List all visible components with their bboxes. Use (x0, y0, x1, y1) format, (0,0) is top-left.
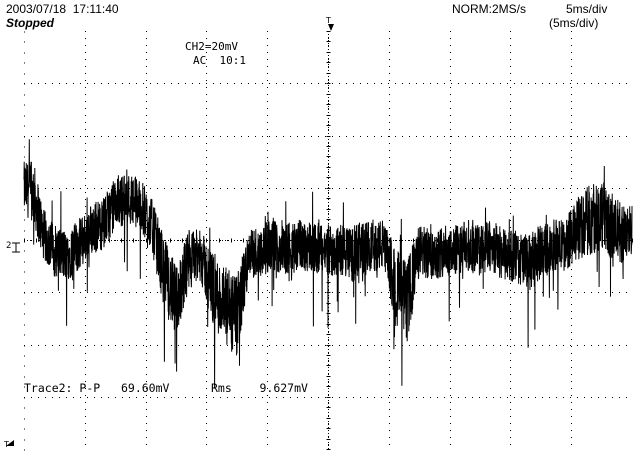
edge-tick (24, 292, 25, 294)
edge-tick (24, 219, 25, 221)
edge-tick (24, 313, 25, 315)
acquisition-status: Stopped (6, 16, 54, 30)
edge-tick (24, 345, 25, 347)
timebase-sub-label: (5ms/div) (549, 16, 599, 30)
edge-tick (24, 41, 25, 43)
edge-tick (24, 428, 25, 430)
pp-value: 69.60mV (120, 381, 170, 395)
measurement-readout: Trace2: P-P 69.60mV Rms 9.627mV (24, 382, 308, 395)
edge-tick (24, 439, 25, 441)
trigger-position-icon (328, 24, 334, 31)
waveform-trace (23, 139, 633, 388)
trace-label: Trace2: (24, 381, 73, 395)
trigger-level-icon (6, 440, 14, 446)
edge-tick (24, 376, 25, 378)
edge-tick (24, 386, 25, 388)
edge-tick (24, 136, 25, 138)
edge-tick (24, 324, 25, 326)
ground-marker-icon (12, 242, 20, 253)
trigger-level-label: T (3, 440, 9, 449)
edge-tick (24, 94, 25, 96)
edge-tick (24, 146, 25, 148)
edge-tick (24, 407, 25, 409)
edge-tick (24, 271, 25, 273)
edge-tick (24, 83, 25, 85)
pp-label: P-P (79, 381, 101, 395)
edge-tick (24, 62, 25, 64)
edge-tick (24, 73, 25, 75)
trigger-position-label: T (325, 16, 331, 25)
edge-tick (24, 156, 25, 158)
channel-coupling: AC 10:1 (193, 54, 246, 67)
edge-tick (24, 125, 25, 127)
edge-tick (24, 282, 25, 284)
timebase-label: 5ms/div (566, 2, 608, 16)
edge-tick (24, 303, 25, 305)
edge-tick (24, 31, 25, 33)
channel-scale: CH2=20mV (185, 40, 238, 53)
rms-value: 9.627mV (259, 381, 308, 395)
edge-tick (24, 250, 25, 252)
edge-tick (24, 104, 25, 106)
edge-tick (24, 209, 25, 211)
edge-tick (24, 334, 25, 336)
acquisition-mode: NORM:2MS/s (452, 2, 527, 16)
rms-label: Rms (210, 381, 232, 395)
edge-tick (24, 261, 25, 263)
edge-tick (24, 449, 25, 451)
edge-tick (24, 230, 25, 232)
edge-tick (24, 355, 25, 357)
edge-tick (24, 418, 25, 420)
capture-timestamp: 2003/07/18 17:11:40 (6, 2, 119, 16)
edge-tick (24, 365, 25, 367)
edge-tick (24, 52, 25, 54)
edge-tick (24, 115, 25, 117)
channel-marker: 2 (6, 241, 11, 251)
edge-tick (24, 397, 25, 399)
